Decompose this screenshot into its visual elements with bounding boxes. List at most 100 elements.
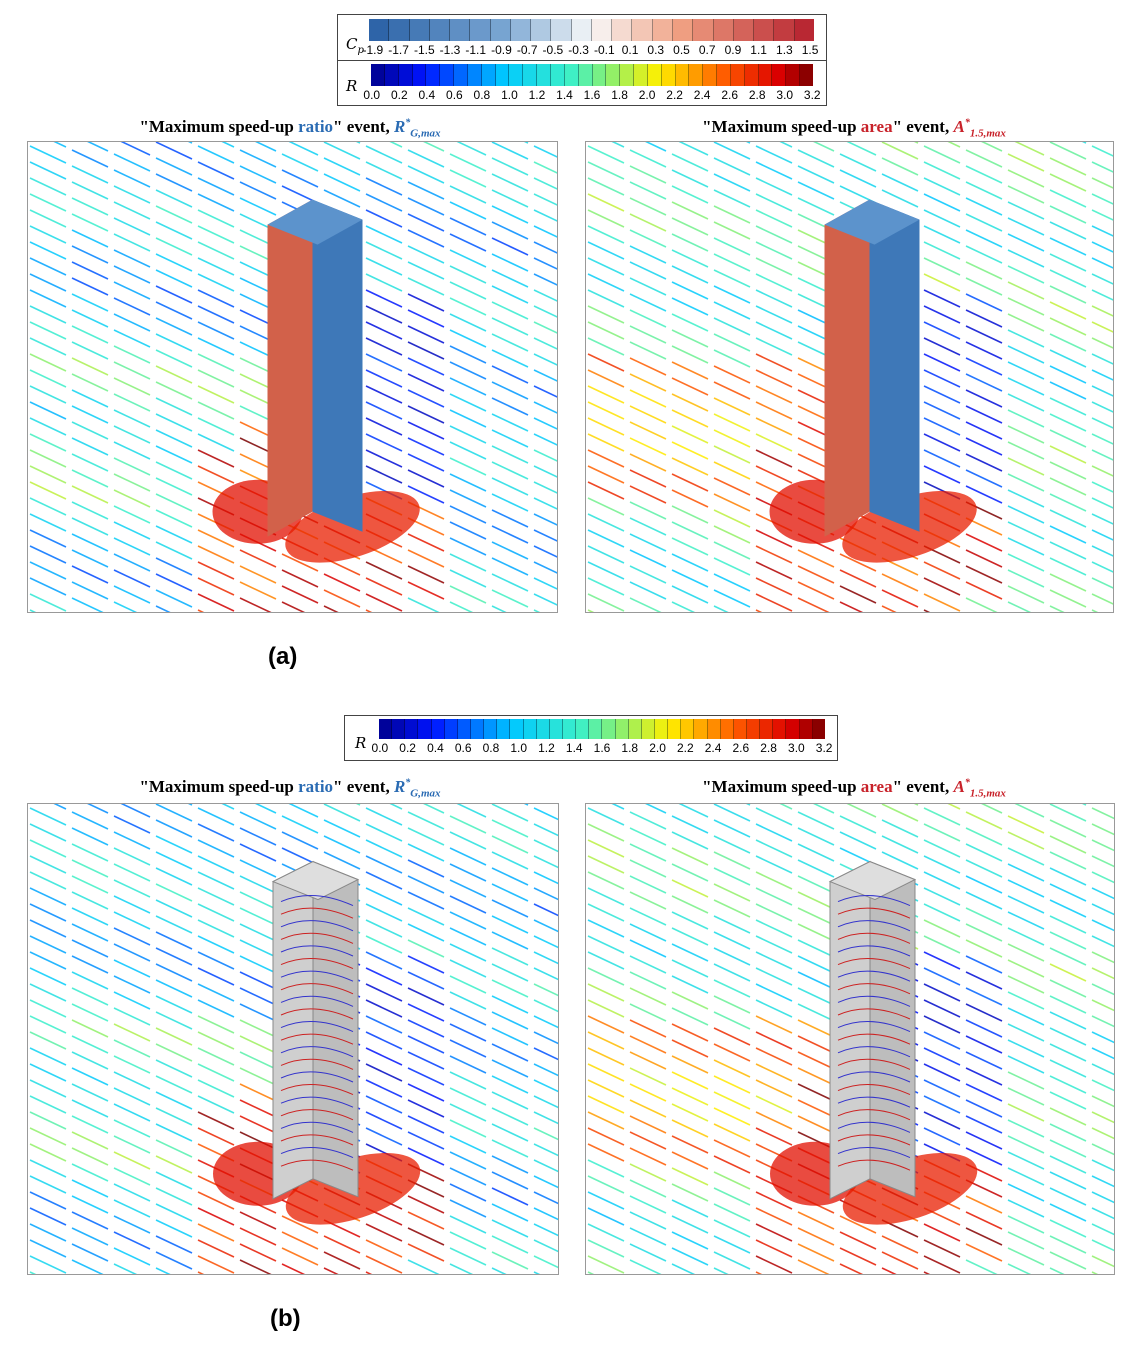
flow-streak	[113, 521, 151, 540]
colorbar-tick-label: -1.3	[439, 43, 461, 57]
flow-streak	[239, 971, 277, 990]
flow-streak	[1091, 321, 1113, 333]
flow-streak	[1091, 839, 1114, 852]
flow-streak	[113, 185, 151, 204]
building-front-face	[824, 199, 870, 537]
flow-streak	[755, 1015, 793, 1034]
title-text: " event,	[892, 777, 954, 796]
flow-streak	[197, 241, 235, 260]
flow-streak	[407, 485, 445, 504]
flow-streak	[611, 142, 625, 148]
flow-streak	[881, 1235, 919, 1254]
flow-streak	[491, 1187, 529, 1206]
flow-streak	[629, 811, 667, 830]
flow-streak	[1091, 1271, 1099, 1274]
flow-streak	[155, 221, 193, 240]
flow-streak	[533, 1143, 558, 1157]
flow-streak	[449, 959, 487, 978]
flow-streak	[779, 804, 793, 810]
flow-streak	[407, 165, 445, 184]
flow-streak	[755, 1095, 793, 1114]
flow-streak	[29, 1015, 67, 1034]
flow-streak	[113, 975, 151, 994]
flow-streak	[965, 309, 1003, 328]
flow-streak	[671, 1215, 709, 1234]
flow-streak	[1091, 273, 1113, 285]
colorbar-tick-label: 3.0	[776, 88, 794, 102]
flow-streak	[29, 145, 67, 164]
flow-streak	[155, 931, 193, 950]
flow-streak	[155, 1107, 193, 1126]
flow-streak	[197, 871, 235, 890]
flow-streak	[1091, 1255, 1114, 1268]
flow-streak	[965, 955, 1003, 974]
flow-streak	[881, 835, 919, 854]
flow-streak	[365, 369, 403, 388]
flow-streak	[1007, 1231, 1045, 1250]
flow-streak	[323, 1267, 339, 1274]
flow-streak	[533, 1239, 558, 1253]
panel-b-ratio	[27, 803, 559, 1275]
flow-streak	[713, 835, 751, 854]
cp-label-sub: p	[357, 45, 364, 56]
colorbar-tick-label: 0.7	[698, 43, 716, 57]
flow-streak	[1007, 233, 1045, 252]
flow-streak	[713, 979, 751, 998]
flow-streak	[407, 1259, 440, 1274]
flow-streak	[671, 1263, 696, 1274]
flow-streak	[839, 585, 877, 604]
flow-streak	[533, 193, 557, 206]
flow-streak	[671, 249, 709, 268]
flow-streak	[491, 1235, 529, 1254]
flow-streak	[71, 501, 109, 520]
flow-streak	[797, 597, 830, 612]
flow-streak	[113, 281, 151, 300]
flow-streak	[449, 393, 487, 412]
flow-streak	[365, 449, 403, 468]
flow-streak	[239, 939, 277, 958]
flow-streak	[629, 1003, 667, 1022]
flow-streak	[533, 807, 558, 821]
colorbar-swatch	[537, 64, 551, 86]
flow-streak	[1091, 593, 1113, 605]
flow-streak	[491, 605, 507, 612]
flow-streak	[797, 939, 835, 958]
flow-streak	[671, 201, 709, 220]
flow-streak	[629, 341, 667, 360]
flow-streak	[155, 605, 171, 612]
flow-streak	[113, 1135, 151, 1154]
colorbar-swatch	[772, 64, 787, 86]
flow-streak	[29, 887, 67, 906]
flow-streak	[923, 1271, 931, 1274]
flow-streak	[197, 209, 235, 228]
streamlines	[280, 894, 354, 1171]
flow-streak	[629, 827, 667, 846]
colorbar-tick-label: 1.3	[776, 43, 793, 57]
flow-streak	[671, 1087, 709, 1106]
flow-streak	[87, 804, 109, 814]
flow-streak	[1007, 329, 1045, 348]
streamline	[280, 970, 354, 982]
flow-streak	[755, 193, 793, 212]
flow-streak	[1049, 477, 1087, 496]
streamline	[280, 907, 354, 919]
flow-streak	[197, 1047, 235, 1066]
cp-colorbar	[369, 19, 814, 41]
flow-streak	[1091, 545, 1113, 557]
flow-streak	[407, 955, 445, 974]
flow-streak	[671, 863, 709, 882]
flow-streak	[29, 385, 67, 404]
r-tick-labels-b: 0.0 0.2 0.4 0.6 0.8 1.0 1.2 1.4 1.6 1.8 2.0 2.2 2.4 2…	[366, 741, 838, 755]
flow-streak	[407, 1211, 445, 1230]
flow-streak	[113, 1215, 151, 1234]
symbol-sup: *	[405, 117, 411, 129]
flow-streak	[113, 1247, 151, 1266]
flow-streak	[533, 1031, 558, 1045]
flow-streak	[587, 983, 625, 1002]
flow-streak	[71, 549, 109, 568]
flow-streak	[113, 943, 151, 962]
flow-streak	[407, 373, 445, 392]
colorbar-tick-label: 1.4	[565, 741, 583, 755]
flow-streak	[407, 907, 445, 926]
flow-streak	[155, 205, 193, 224]
